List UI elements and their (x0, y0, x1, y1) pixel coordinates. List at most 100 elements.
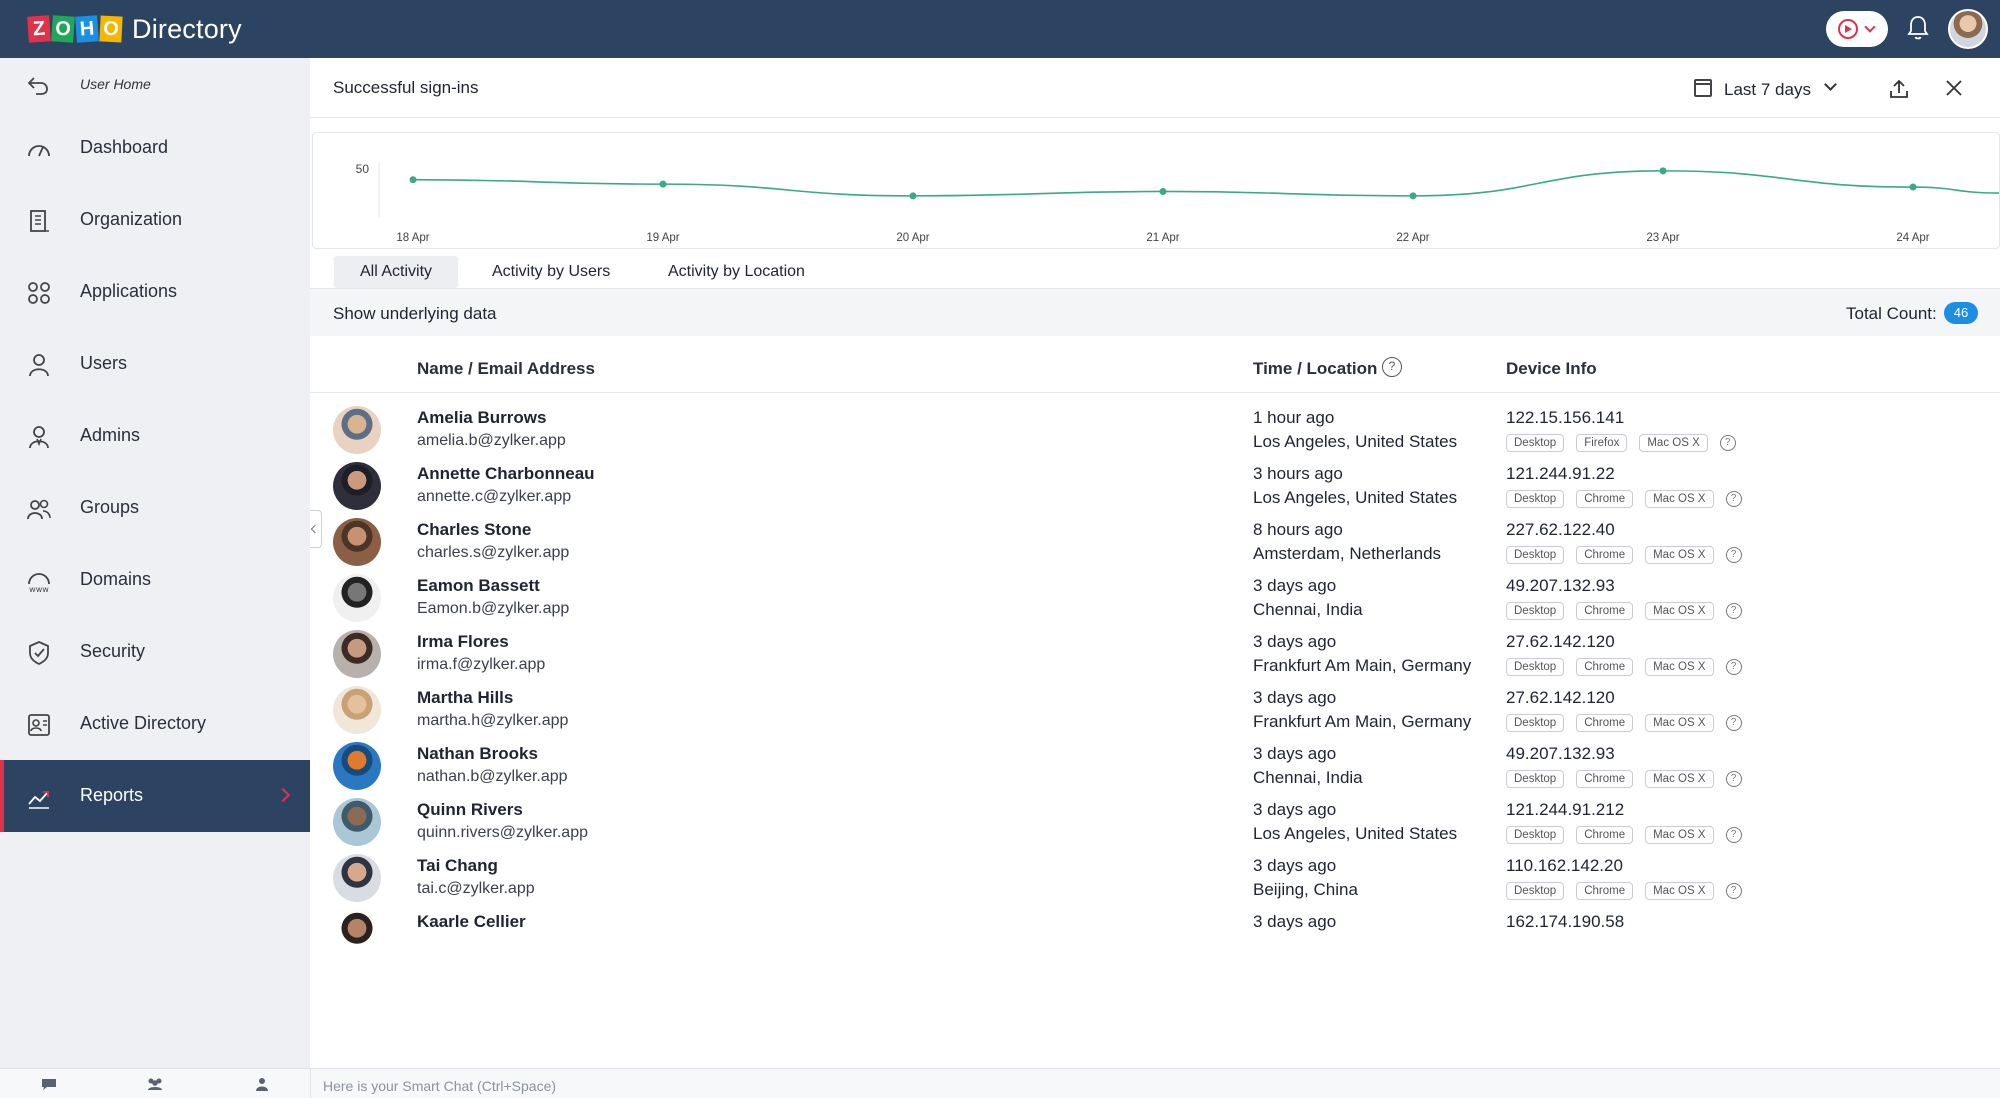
data-point[interactable] (1409, 192, 1417, 200)
sidebar-item-dashboard[interactable]: Dashboard (0, 112, 310, 184)
channels-icon[interactable] (146, 1077, 164, 1091)
help-icon[interactable]: ? (1725, 827, 1742, 843)
recorder-button[interactable] (1826, 11, 1888, 47)
table-row[interactable]: Quinn Rivers quinn.rivers@zylker.app 3 day… (310, 787, 2000, 859)
date-range-label: Last 7 days (1724, 80, 1811, 99)
sign-in-location: Frankfurt Am Main, Germany (1253, 656, 1472, 675)
help-icon[interactable]: ? (1725, 715, 1742, 731)
table-row[interactable]: Amelia Burrows amelia.b@zylker.app 1 hour … (310, 395, 2000, 467)
smart-chat-bar[interactable]: Here is your Smart Chat (Ctrl+Space) (310, 1069, 2000, 1098)
admin-icon (29, 426, 49, 449)
user-name[interactable]: Kaarle Cellier (417, 912, 526, 931)
device-tag: Desktop (1506, 658, 1565, 676)
ip-address: 227.62.122.40 (1506, 520, 1615, 539)
contacts-icon[interactable] (253, 1077, 271, 1091)
back-arrow-icon (27, 77, 48, 95)
data-point[interactable] (909, 192, 917, 200)
data-point[interactable] (1909, 183, 1917, 191)
show-underlying-data-link[interactable]: Show underlying data (333, 304, 497, 323)
user-name[interactable]: Quinn Rivers (417, 800, 523, 819)
ip-address: 110.162.142.20 (1506, 856, 1623, 875)
table-row[interactable]: Irma Flores irma.f@zylker.app 3 days ago Fr… (310, 619, 2000, 691)
help-icon[interactable]: ? (1725, 659, 1742, 675)
user-name[interactable]: Martha Hills (417, 688, 514, 707)
date-range-select[interactable]: Last 7 days (1694, 74, 1844, 104)
device-tags: Desktop Chrome Mac OS X? (1506, 490, 1742, 508)
user-name[interactable]: Tai Chang (417, 856, 498, 875)
device-tag: Chrome (1576, 490, 1634, 508)
sidebar-item-admins[interactable]: Admins (0, 400, 310, 472)
bell-icon[interactable] (1906, 14, 1930, 42)
sidebar-item-reports[interactable]: Reports (0, 760, 310, 832)
chevron-right-icon (275, 787, 291, 803)
zoho-directory-logo[interactable]: Z O H O Directory (27, 11, 242, 47)
data-point[interactable] (409, 176, 417, 184)
shield-icon (29, 641, 49, 666)
user-home-link[interactable]: User Home (0, 58, 310, 112)
x-tick-label: 21 Apr (1146, 232, 1179, 244)
sign-in-time: 3 days ago (1253, 856, 1337, 875)
sidebar-item-label: Reports (80, 785, 144, 805)
table-row[interactable]: Nathan Brooks nathan.b@zylker.app 3 days a… (310, 731, 2000, 803)
user-email: nathan.b@zylker.app (417, 768, 568, 785)
help-icon[interactable]: ? (1719, 435, 1736, 451)
ip-address: 122.15.156.141 (1506, 408, 1625, 427)
device-tag: Chrome (1576, 826, 1634, 844)
user-avatar[interactable] (1948, 9, 1988, 49)
device-tag: Desktop (1506, 546, 1565, 564)
close-icon[interactable] (1945, 79, 1963, 97)
user-name[interactable]: Charles Stone (417, 520, 532, 539)
logo-tile: O (99, 15, 123, 43)
table-row[interactable]: Tai Chang tai.c@zylker.app 3 days ago Beiji… (310, 843, 2000, 915)
help-icon[interactable]: ? (1382, 357, 1402, 377)
help-icon[interactable]: ? (1725, 603, 1742, 619)
sign-in-time: 3 days ago (1253, 688, 1337, 707)
tab-all-activity[interactable]: All Activity (334, 256, 459, 288)
device-tag: Firefox (1576, 434, 1628, 452)
data-point[interactable] (1659, 167, 1667, 175)
help-icon[interactable]: ? (1725, 547, 1742, 563)
sign-in-location: Beijing, China (1253, 880, 1358, 899)
table-row[interactable]: Annette Charbonneau annette.c@zylker.app 3… (310, 451, 2000, 523)
user-name[interactable]: Irma Flores (417, 632, 509, 651)
table-row[interactable]: Eamon Bassett Eamon.b@zylker.app 3 days ag… (310, 563, 2000, 635)
user-name[interactable]: Nathan Brooks (417, 744, 538, 763)
device-tag: Mac OS X (1645, 826, 1714, 844)
logo-tile: Z (27, 15, 51, 43)
help-icon[interactable]: ? (1725, 883, 1742, 899)
device-tags: Desktop Chrome Mac OS X? (1506, 602, 1742, 620)
chat-icon[interactable] (40, 1077, 58, 1091)
device-tag: Mac OS X (1645, 770, 1714, 788)
sidebar-item-organization[interactable]: Organization (0, 184, 310, 256)
export-icon[interactable] (1889, 78, 1909, 100)
sidebar-item-groups[interactable]: Groups (0, 472, 310, 544)
sidebar-item-security[interactable]: Security (0, 616, 310, 688)
user-home-label: User Home (80, 76, 151, 92)
sidebar-collapse-handle[interactable] (310, 510, 322, 548)
table-row[interactable]: Martha Hills martha.h@zylker.app 3 days ag… (310, 675, 2000, 747)
device-tags: Desktop Chrome Mac OS X? (1506, 546, 1742, 564)
help-icon[interactable]: ? (1725, 491, 1742, 507)
table-row[interactable]: Kaarle Cellier 3 days ago 162.174.190.58 (310, 899, 2000, 971)
data-point[interactable] (1159, 187, 1167, 195)
tab-activity-by-users[interactable]: Activity by Users (492, 263, 611, 280)
chevron-down-icon (1864, 21, 1876, 33)
user-name[interactable]: Amelia Burrows (417, 408, 547, 427)
domains-www-icon: www (28, 573, 50, 594)
x-tick-label: 22 Apr (1396, 232, 1429, 244)
x-tick-label: 18 Apr (396, 232, 429, 244)
svg-text:www: www (29, 585, 49, 594)
help-icon[interactable]: ? (1725, 771, 1742, 787)
table-row[interactable]: Charles Stone charles.s@zylker.app 8 hours… (310, 507, 2000, 579)
avatar (333, 462, 381, 510)
device-tag: Mac OS X (1645, 546, 1714, 564)
tab-activity-by-location[interactable]: Activity by Location (668, 263, 805, 280)
sidebar-item-domains[interactable]: www Domains (0, 544, 310, 616)
user-name[interactable]: Annette Charbonneau (417, 464, 595, 483)
sidebar-item-applications[interactable]: Applications (0, 256, 310, 328)
total-count-badge: 46 (1944, 302, 1978, 324)
user-name[interactable]: Eamon Bassett (417, 576, 540, 595)
sidebar-item-users[interactable]: Users (0, 328, 310, 400)
data-point[interactable] (659, 180, 667, 188)
sidebar-item-active-directory[interactable]: Active Directory (0, 688, 310, 760)
